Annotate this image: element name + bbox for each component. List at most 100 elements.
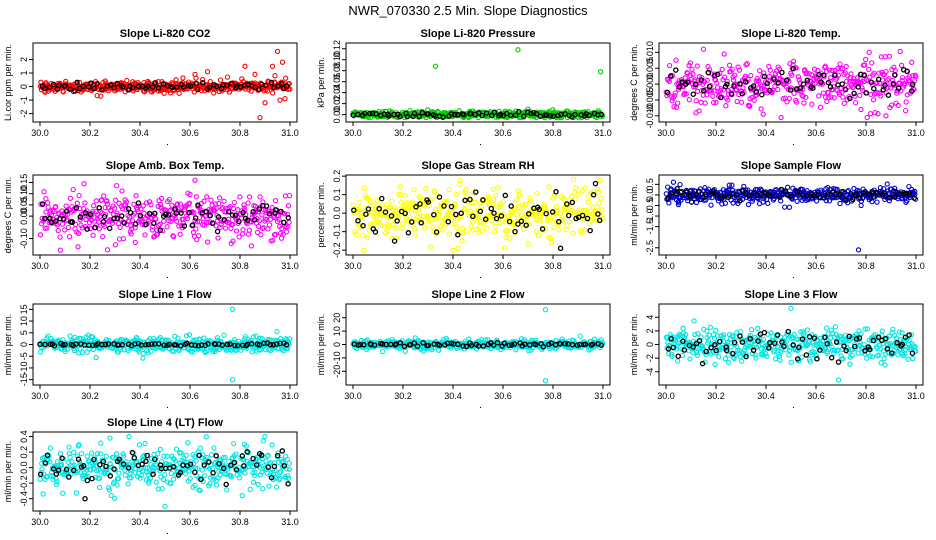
data-point	[467, 196, 473, 203]
data-point	[757, 68, 763, 74]
data-point	[231, 199, 237, 206]
data-point	[262, 82, 269, 88]
data-point	[269, 90, 276, 96]
data-point	[673, 67, 679, 73]
axis-dot	[167, 407, 168, 408]
x-tick-label: 31.0	[281, 128, 299, 138]
data-point	[207, 212, 214, 219]
data-point	[208, 197, 214, 203]
data-point	[391, 238, 398, 244]
data-point	[282, 193, 289, 199]
data-point	[590, 192, 597, 198]
y-tick-label: 0.0	[332, 207, 342, 220]
data-point	[708, 88, 715, 94]
data-point	[273, 231, 279, 238]
y-tick-label: -10	[19, 361, 29, 374]
data-point	[821, 195, 828, 201]
data-point	[286, 219, 292, 226]
data-point	[192, 177, 198, 183]
data-point	[204, 194, 210, 200]
x-tick-label: 30.2	[394, 261, 412, 271]
data-point	[523, 222, 529, 228]
data-point	[177, 201, 184, 207]
data-point	[874, 189, 880, 196]
data-point	[542, 307, 549, 313]
data-point	[717, 94, 724, 101]
data-point	[56, 82, 62, 89]
data-point	[825, 79, 832, 86]
panel-title: Slope Line 1 Flow	[119, 289, 212, 301]
data-point	[458, 210, 464, 217]
data-point	[470, 189, 477, 195]
data-point	[517, 206, 524, 212]
data-point	[113, 451, 120, 457]
data-point	[99, 197, 105, 203]
data-point	[106, 225, 113, 232]
data-point	[848, 71, 854, 77]
data-point	[123, 199, 130, 205]
data-point	[518, 212, 524, 218]
data-point	[431, 188, 437, 194]
data-point	[671, 93, 678, 99]
data-point	[787, 61, 793, 67]
data-point	[42, 215, 48, 222]
data-point	[734, 198, 740, 204]
data-point	[730, 350, 736, 357]
data-point	[155, 85, 162, 91]
data-point	[728, 91, 735, 97]
data-point	[729, 66, 735, 73]
data-point	[176, 90, 182, 96]
data-point	[884, 77, 891, 83]
data-point	[124, 77, 130, 84]
data-point	[911, 195, 917, 201]
data-point	[870, 97, 877, 103]
data-point	[131, 201, 137, 207]
data-point	[742, 73, 749, 79]
y-axis-label: degrees C per min.	[3, 177, 13, 254]
data-point	[125, 481, 131, 487]
data-point	[428, 216, 434, 223]
data-point	[252, 203, 259, 209]
x-tick-label: 30.4	[131, 517, 149, 527]
y-tick-label: 0.2	[19, 446, 29, 459]
data-point	[895, 88, 901, 94]
data-point	[484, 225, 490, 231]
data-point	[376, 206, 382, 212]
data-point	[398, 199, 404, 205]
y-tick-label: -1.0	[645, 208, 655, 224]
data-point	[892, 72, 898, 78]
data-point	[71, 449, 77, 456]
data-point	[521, 113, 527, 120]
x-tick-label: 30.2	[81, 517, 99, 527]
data-point	[831, 95, 837, 101]
data-point	[440, 114, 446, 120]
data-point	[413, 204, 419, 210]
data-point	[405, 230, 412, 236]
data-point	[94, 80, 100, 87]
data-point	[450, 247, 456, 253]
data-point	[272, 73, 278, 79]
data-point	[906, 191, 912, 197]
data-point	[575, 191, 581, 198]
data-point	[241, 202, 247, 208]
data-point	[512, 112, 519, 118]
x-tick-label: 30.4	[757, 128, 775, 138]
data-point	[782, 204, 788, 210]
axis-dot	[480, 144, 481, 145]
data-point	[820, 90, 826, 96]
data-point	[388, 198, 395, 204]
data-point	[240, 227, 246, 233]
y-tick-label: 0	[19, 342, 29, 347]
data-point	[242, 82, 248, 88]
data-point	[104, 198, 110, 204]
x-tick-label: 30.0	[657, 261, 675, 271]
data-point	[712, 361, 718, 368]
y-axis-label: ml/min per min.	[3, 441, 13, 503]
data-point	[477, 223, 483, 229]
data-point	[274, 328, 280, 335]
data-point	[45, 204, 51, 210]
data-point	[283, 229, 290, 235]
data-point	[154, 231, 161, 237]
data-point	[146, 199, 153, 205]
data-point	[878, 360, 884, 366]
